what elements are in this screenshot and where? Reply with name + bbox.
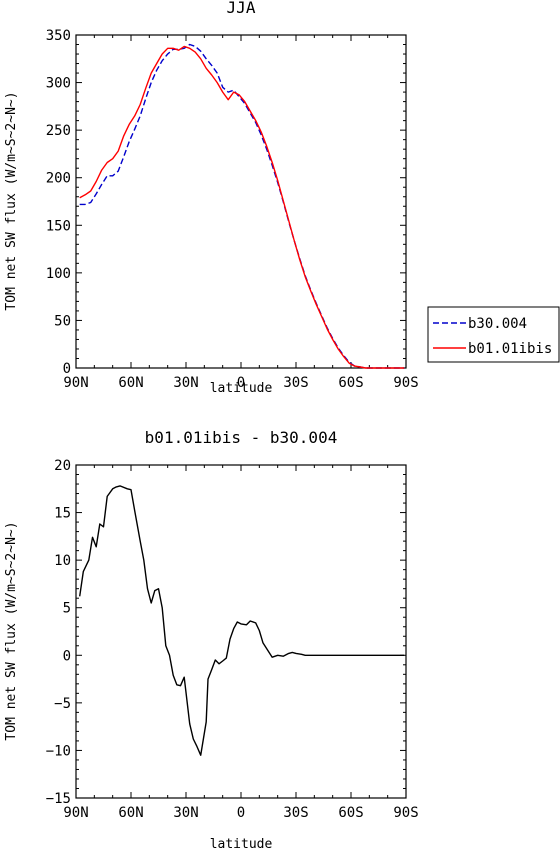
y-tick-label: 150: [46, 218, 71, 234]
top-ticks: 90N 60N 30N 0 30S 60S 90S 0 50 100 150 200 250 300 350: [46, 28, 419, 391]
bottom-plot-frame: [75, 464, 407, 799]
x-tick-label: 60S: [338, 805, 363, 821]
x-tick-label: 0: [237, 375, 245, 391]
y-tick-label: 350: [46, 28, 71, 44]
y-tick-label: 50: [54, 313, 71, 329]
top-series: [79, 43, 405, 369]
top-chart-title: JJA: [227, 0, 256, 17]
y-tick-label: 5: [63, 601, 71, 617]
x-tick-label: 90S: [393, 805, 418, 821]
legend-label-b30-004: b30.004: [468, 316, 527, 332]
y-tick-label: 100: [46, 266, 71, 282]
x-tick-label: 30N: [173, 805, 198, 821]
x-tick-label: 90S: [393, 375, 418, 391]
y-tick-label: −10: [46, 743, 71, 759]
y-tick-label: −5: [54, 696, 71, 712]
top-x-axis-label: latitude: [210, 381, 273, 396]
top-plot-frame: [75, 34, 407, 369]
x-tick-label: 90N: [63, 375, 88, 391]
bottom-x-axis-label: latitude: [210, 837, 273, 851]
legend-box: [427, 306, 560, 363]
x-tick-label: 60N: [118, 805, 143, 821]
bottom-series-line-difference: [79, 485, 405, 756]
x-tick-label: 60S: [338, 375, 363, 391]
legend: b30.004 b01.01ibis: [427, 306, 560, 363]
top-series-line-b01-01ibis: [79, 45, 405, 369]
bottom-y-axis-label: TOM net SW flux (W/m~S~2~N~): [4, 521, 19, 740]
x-tick-label: 30S: [283, 375, 308, 391]
y-tick-label: −15: [46, 791, 71, 807]
legend-label-b01-01ibis: b01.01ibis: [468, 341, 552, 357]
bottom-series: [79, 485, 405, 756]
y-tick-label: 0: [63, 648, 71, 664]
x-tick-label: 0: [237, 805, 245, 821]
bottom-chart-title: b01.01ibis - b30.004: [145, 428, 338, 447]
x-tick-label: 30S: [283, 805, 308, 821]
top-chart: JJA 90N 60N 30N 0 30S 60S 90S 0 50 100 150 200 250 30…: [4, 0, 419, 396]
y-tick-label: 300: [46, 76, 71, 92]
y-tick-label: 250: [46, 123, 71, 139]
y-tick-label: 10: [54, 553, 71, 569]
x-tick-label: 60N: [118, 375, 143, 391]
y-tick-label: 0: [63, 361, 71, 377]
bottom-ticks: 90N 60N 30N 0 30S 60S 90S −15 −10 −5 0 5 10 15 20: [46, 458, 419, 821]
y-tick-label: 20: [54, 458, 71, 474]
bottom-chart: b01.01ibis - b30.004 90N 60N 30N 0 30S 60S 90S…: [4, 428, 419, 851]
top-y-axis-label: TOM net SW flux (W/m~S~2~N~): [4, 91, 19, 310]
y-tick-label: 200: [46, 171, 71, 187]
x-tick-label: 30N: [173, 375, 198, 391]
x-tick-label: 90N: [63, 805, 88, 821]
y-tick-label: 15: [54, 506, 71, 522]
top-series-line-b30-004: [79, 43, 405, 369]
